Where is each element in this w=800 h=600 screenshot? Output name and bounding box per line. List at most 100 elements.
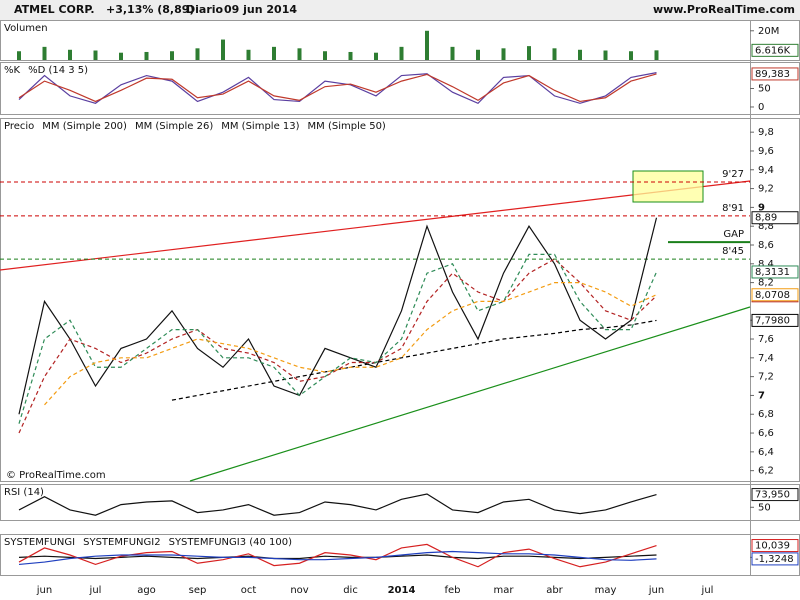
x-tick-label: sep (189, 585, 207, 596)
series-line (18, 550, 657, 566)
volume-bar (297, 48, 302, 60)
volume-bar (17, 51, 21, 60)
volume-bar (399, 46, 404, 60)
y-tick-label: 7,2 (758, 372, 774, 383)
volume-bar (170, 51, 174, 60)
value-label: -1,3248 (755, 554, 794, 565)
volume-bar (425, 30, 429, 60)
y-tick-label: 8,2 (758, 278, 774, 289)
y-tick-label: 7 (758, 390, 765, 401)
site: www.ProRealTime.com (653, 3, 795, 16)
y-tick-label: 6,4 (758, 447, 774, 458)
watermark: © ProRealTime.com (6, 470, 106, 481)
x-tick-label: jun (648, 585, 664, 596)
y-tick-label: 0 (758, 102, 764, 113)
y-tick-label: 50 (758, 84, 771, 95)
change: +3,13% (8,89) (106, 3, 194, 16)
x-tick-label: ago (137, 585, 156, 596)
x-tick-label: jul (701, 585, 714, 596)
y-tick-label: 9,2 (758, 184, 774, 195)
y-tick-label: 6,2 (758, 466, 774, 477)
resistance-line (0, 180, 751, 271)
series-line (18, 493, 657, 516)
volume-bar (527, 46, 531, 60)
series-line (18, 258, 657, 434)
legend-entry: MM (Simple 200) (42, 121, 127, 132)
value-label-box (751, 288, 799, 302)
volume-bar (93, 50, 98, 60)
series-line (18, 253, 658, 424)
volume-bar (348, 51, 353, 60)
legend-entry: SYSTEMFUNGI3 (40 100) (169, 537, 293, 548)
volume-bar (221, 39, 225, 60)
value-label: 73,950 (755, 490, 790, 501)
series-line (18, 72, 657, 104)
value-label-box (751, 211, 799, 225)
x-tick-label: abr (546, 585, 563, 596)
date: 09 jun 2014 (224, 3, 297, 16)
y-tick-label: 6,8 (758, 409, 774, 420)
period: Diario (186, 3, 224, 16)
volume-bar (450, 46, 455, 60)
panel-title: Volumen (4, 23, 48, 34)
series-line (18, 217, 658, 415)
x-tick-label: nov (290, 585, 308, 596)
value-label-box (751, 67, 799, 81)
value-label-box (751, 488, 799, 502)
value-label: 8,89 (755, 213, 777, 224)
volume-bar (603, 50, 608, 60)
level-label: 8'45 (722, 246, 744, 257)
legend-entry: MM (Simple 13) (221, 121, 299, 132)
volume-bar (629, 51, 633, 60)
y-tick-label: 7,4 (758, 353, 774, 364)
value-label: 6.616K (755, 45, 791, 56)
legend-entry: %D (14 3 5) (28, 65, 88, 76)
y-tick-label: 8,8 (758, 221, 774, 232)
x-tick-label: jun (36, 585, 52, 596)
y-tick-label: 8,4 (758, 259, 774, 270)
symbol: ATMEL CORP. (14, 3, 95, 16)
support-line (189, 306, 751, 482)
x-tick-label: may (595, 585, 617, 596)
volume-bar (374, 52, 378, 60)
y-tick-label: 9,6 (758, 146, 774, 157)
volume-bar (195, 48, 200, 60)
legend-entry: RSI (14) (4, 487, 44, 498)
legend-entry: MM (Simple 26) (135, 121, 213, 132)
value-label: 89,383 (755, 69, 790, 80)
y-tick-label: 9 (758, 202, 765, 213)
legend-entry: SYSTEMFUNGI2 (83, 537, 160, 548)
volume-bar (246, 49, 251, 60)
y-tick-label: 7,6 (758, 334, 774, 345)
volume-bar (119, 52, 123, 60)
series-line (44, 282, 657, 406)
volume-bar (323, 51, 327, 60)
volume-bar (144, 51, 149, 60)
volume-bar (68, 49, 72, 60)
volume-bar (501, 48, 506, 60)
x-tick-label: oct (241, 585, 257, 596)
volume-bar (272, 46, 276, 60)
legend-entry: SYSTEMFUNGI (4, 537, 75, 548)
y-tick-label: 20M (758, 26, 779, 37)
x-tick-label: feb (444, 585, 460, 596)
x-tick-label: jul (89, 585, 102, 596)
plot-layer: 20M 6.616K Volumen 0 50 %K %D (14 3 5) 89,383 9,… (0, 23, 799, 596)
volume-bar (476, 49, 480, 60)
volume-bar (42, 46, 47, 60)
x-tick-label: dic (343, 585, 358, 596)
value-label: 8,3131 (755, 267, 790, 278)
y-tick-label: 9,8 (758, 127, 774, 138)
value-label-box (751, 43, 799, 57)
series-line (171, 319, 657, 401)
volume-bar (552, 48, 557, 60)
series-line (18, 73, 657, 103)
y-tick-label: 6,6 (758, 428, 774, 439)
legend-entry: Precio (4, 121, 34, 132)
value-label-box (751, 539, 799, 553)
x-tick-label: 2014 (388, 585, 416, 596)
target-box (632, 170, 704, 203)
value-label: 8,0708 (755, 290, 790, 301)
value-label-box (751, 313, 799, 327)
